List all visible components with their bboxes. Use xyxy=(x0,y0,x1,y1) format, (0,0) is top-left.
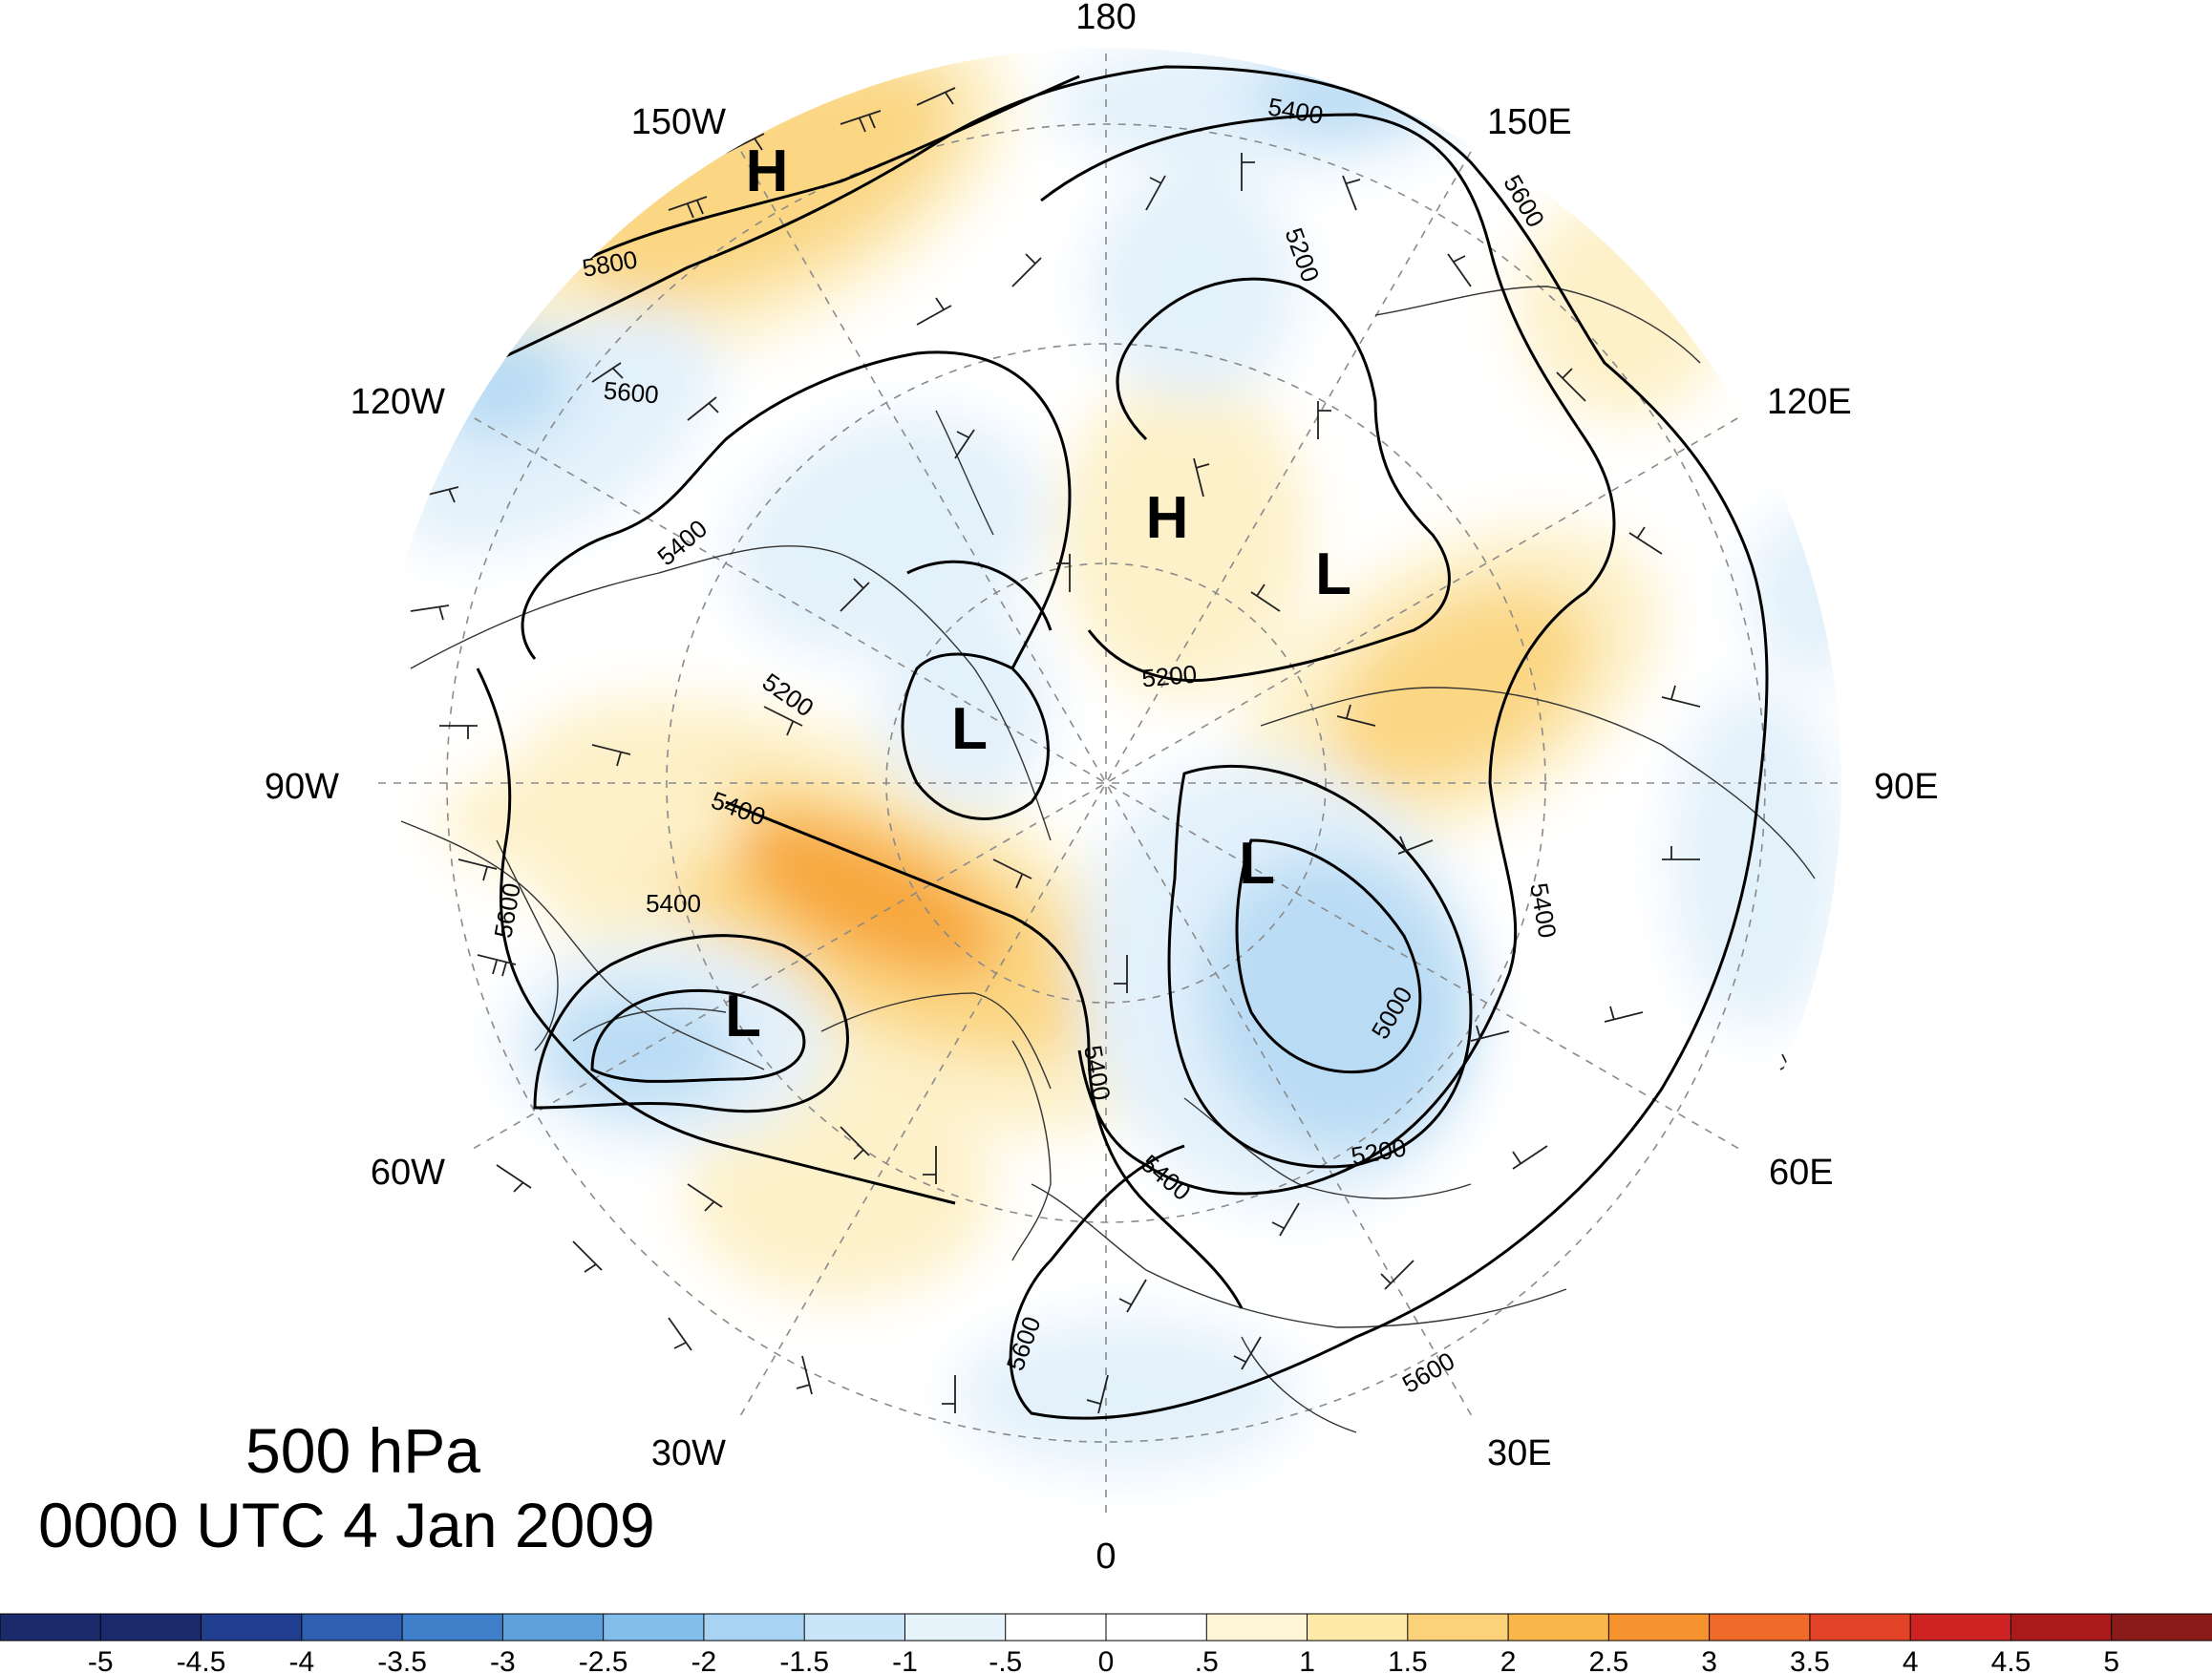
colorbar-swatch xyxy=(301,1613,404,1642)
colorbar-label: 3.5 xyxy=(1790,1646,1830,1674)
colorbar-label: 5 xyxy=(2103,1646,2119,1674)
colorbar-swatch xyxy=(1507,1613,1610,1642)
colorbar-label: 2.5 xyxy=(1589,1646,1629,1674)
colorbar-label: 4 xyxy=(1903,1646,1919,1674)
lon-label-30e: 30E xyxy=(1487,1433,1552,1473)
colorbar-swatch xyxy=(0,1613,102,1642)
colorbar-swatch xyxy=(2111,1613,2212,1642)
lon-label-120e: 120E xyxy=(1767,382,1852,422)
colorbar-label: -5 xyxy=(88,1646,114,1674)
colorbar-swatch xyxy=(201,1613,303,1642)
colorbar-swatch xyxy=(501,1613,605,1642)
colorbar-swatch xyxy=(1407,1613,1510,1642)
colorbar-swatch xyxy=(1005,1613,1108,1642)
colorbar-swatch xyxy=(401,1613,504,1642)
high-center: H xyxy=(1146,485,1189,551)
anomaly-shading xyxy=(371,48,1841,1518)
low-center: L xyxy=(725,984,761,1049)
colorbar-label: 0 xyxy=(1098,1646,1115,1674)
title-block: 500 hPa 0000 UTC 4 Jan 2009 xyxy=(38,1413,707,1562)
colorbar-label: 3 xyxy=(1701,1646,1717,1674)
colorbar: -5 -4.5 -4 -3.5 -3 -2.5 -2 -1.5 -1 -.5 0 .5 1 1.5 2 2.5… xyxy=(0,1613,2212,1674)
colorbar-swatch xyxy=(2010,1613,2113,1642)
colorbar-swatch xyxy=(1205,1613,1308,1642)
contour-label: 5600 xyxy=(603,376,660,410)
pressure-centers: H H L L L L xyxy=(725,138,1351,1049)
low-center: L xyxy=(1315,541,1351,607)
pressure-level-title: 500 hPa xyxy=(245,1415,480,1486)
lon-label-90w: 90W xyxy=(265,767,339,807)
colorbar-swatch xyxy=(703,1613,806,1642)
colorbar-label: -1 xyxy=(892,1646,918,1674)
lon-label-150e: 150E xyxy=(1487,102,1572,142)
contour-label: 5200 xyxy=(1140,660,1198,693)
colorbar-swatch xyxy=(99,1613,202,1642)
colorbar-label: .5 xyxy=(1195,1646,1219,1674)
coastlines xyxy=(400,286,1816,1433)
high-center: H xyxy=(746,138,789,204)
lon-label-120w: 120W xyxy=(351,382,445,422)
colorbar-swatch xyxy=(603,1613,705,1642)
lon-label-150w: 150W xyxy=(631,102,726,142)
colorbar-label: -4 xyxy=(288,1646,314,1674)
lon-label-30w: 30W xyxy=(651,1433,726,1473)
colorbar-swatch xyxy=(803,1613,906,1642)
lon-label-0: 0 xyxy=(1095,1536,1116,1577)
contour-label: 5400 xyxy=(646,889,701,918)
colorbar-label: 2 xyxy=(1500,1646,1517,1674)
colorbar-label: -.5 xyxy=(989,1646,1022,1674)
colorbar-label: -3 xyxy=(490,1646,516,1674)
height-contours xyxy=(448,65,1769,1420)
colorbar-label: 1.5 xyxy=(1388,1646,1428,1674)
lon-label-60e: 60E xyxy=(1769,1153,1834,1193)
colorbar-swatch xyxy=(1809,1613,1912,1642)
longitude-labels: 180 150E 120E 90E 60E 30E 0 30W 60W 90W … xyxy=(265,0,1939,1577)
colorbar-swatch xyxy=(1307,1613,1409,1642)
colorbar-swatch xyxy=(1105,1613,1208,1642)
colorbar-label: -3.5 xyxy=(377,1646,427,1674)
colorbar-label: -4.5 xyxy=(177,1646,226,1674)
lon-label-90e: 90E xyxy=(1874,767,1939,807)
colorbar-label: -2.5 xyxy=(579,1646,628,1674)
low-center: L xyxy=(951,696,988,762)
lon-label-180: 180 xyxy=(1075,0,1136,37)
colorbar-label: 1 xyxy=(1299,1646,1315,1674)
low-center: L xyxy=(1239,831,1275,897)
valid-time-title: 0000 UTC 4 Jan 2009 xyxy=(38,1490,655,1560)
colorbar-swatch xyxy=(1709,1613,1811,1642)
colorbar-swatch xyxy=(1909,1613,2012,1642)
graticule xyxy=(371,48,1841,1518)
colorbar-label: -1.5 xyxy=(779,1646,829,1674)
lon-label-60w: 60W xyxy=(371,1153,445,1193)
colorbar-label: -2 xyxy=(691,1646,717,1674)
colorbar-label: 4.5 xyxy=(1991,1646,2031,1674)
colorbar-swatch xyxy=(904,1613,1007,1642)
colorbar-swatch xyxy=(1607,1613,1711,1642)
